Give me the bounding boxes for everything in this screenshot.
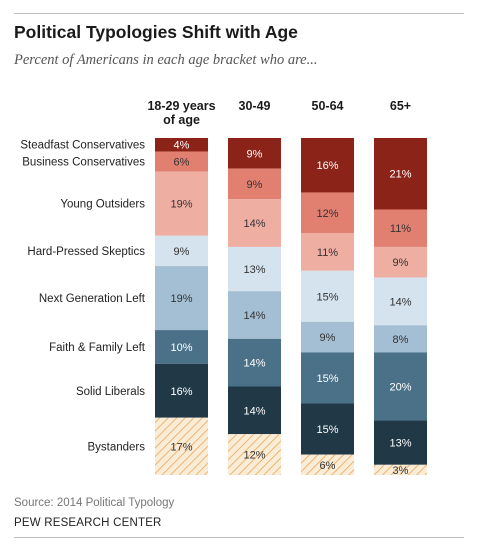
column-header: 65+ [390,99,411,113]
bar-segment [155,266,208,331]
bar-segment [228,338,281,387]
data-label: 14% [243,310,265,322]
data-label: 9% [320,332,336,344]
data-label: 14% [243,358,265,370]
data-label: 12% [316,208,338,220]
column-header: 18-29 years of age [147,99,215,127]
bar-segment [374,246,427,278]
data-label: 11% [390,223,411,235]
bar-segment [374,352,427,421]
bar-segment [228,434,281,475]
bar-segment [374,138,427,210]
bar-segment [155,417,208,475]
data-label: 17% [170,441,192,453]
bar-segment [228,386,281,435]
data-label: 3% [393,465,409,477]
bar-segment [155,138,208,152]
bar-segment [301,138,354,193]
data-label: 14% [243,218,265,230]
data-label: 4% [174,140,190,152]
bar-segment [301,192,354,234]
legend-label: Hard-Pressed Skeptics [27,246,145,258]
column-header: 30-49 [239,99,271,113]
column-header: 50-64 [312,99,344,113]
data-label: 20% [389,381,411,393]
top-rule [14,13,464,14]
bar-segment [374,209,427,247]
legend-label: Steadfast Conservatives [20,140,145,152]
data-label: 19% [170,293,192,305]
data-label: 15% [316,424,338,436]
data-label: 9% [393,257,409,269]
bar-segment [228,168,281,200]
data-label: 13% [389,438,411,450]
bar-segment [155,363,208,418]
data-label: 6% [174,157,190,169]
bar-segment [301,352,354,404]
bar-segment [374,420,427,465]
data-label: 16% [316,160,338,172]
bar-segment [374,464,427,475]
bar-segment [228,199,281,247]
chart-subtitle: Percent of Americans in each age bracket… [14,52,318,68]
bar-segment [155,151,208,172]
data-label: 15% [316,291,338,303]
legend-label: Young Outsiders [60,199,145,211]
data-label: 10% [170,342,192,354]
legend-label: Next Generation Left [39,293,146,305]
bar-segment [155,330,208,364]
data-label: 14% [243,405,265,417]
bar-segment [301,321,354,353]
bar-segment [374,325,427,353]
stacked-bar-chart: 18-29 years of age 30-49 50-64 65+ Steadfast… [20,99,427,477]
source-note: Source: 2014 Political Typology [14,497,175,509]
data-label: 9% [247,179,263,191]
chart-title: Political Typologies Shift with Age [14,22,298,42]
data-label: 12% [243,450,265,462]
bar-segment [228,138,281,169]
data-label: 9% [174,246,190,258]
data-label: 6% [320,460,336,472]
data-label: 16% [170,386,192,398]
bottom-rule [14,537,464,538]
bar-segment [155,235,208,267]
bar-segment [155,171,208,236]
bar-segment [228,291,281,339]
bar-segment [301,233,354,271]
bar-segment [374,277,427,326]
data-label: 15% [316,373,338,385]
bar-segment [301,403,354,455]
data-label: 21% [389,169,411,181]
data-label: 11% [317,247,338,259]
data-label: 14% [389,296,411,308]
legend-label: Business Conservatives [22,157,145,169]
bar-segment [228,246,281,292]
legend-label: Faith & Family Left [49,342,146,354]
data-label: 8% [393,334,409,346]
bar-segment [301,454,354,475]
legend-label: Bystanders [87,441,145,453]
data-label: 13% [243,264,265,276]
data-label: 9% [247,148,263,160]
credit-line: PEW RESEARCH CENTER [14,517,162,529]
data-label: 19% [170,199,192,211]
bar-segment [301,270,354,322]
legend-label: Solid Liberals [76,386,145,398]
